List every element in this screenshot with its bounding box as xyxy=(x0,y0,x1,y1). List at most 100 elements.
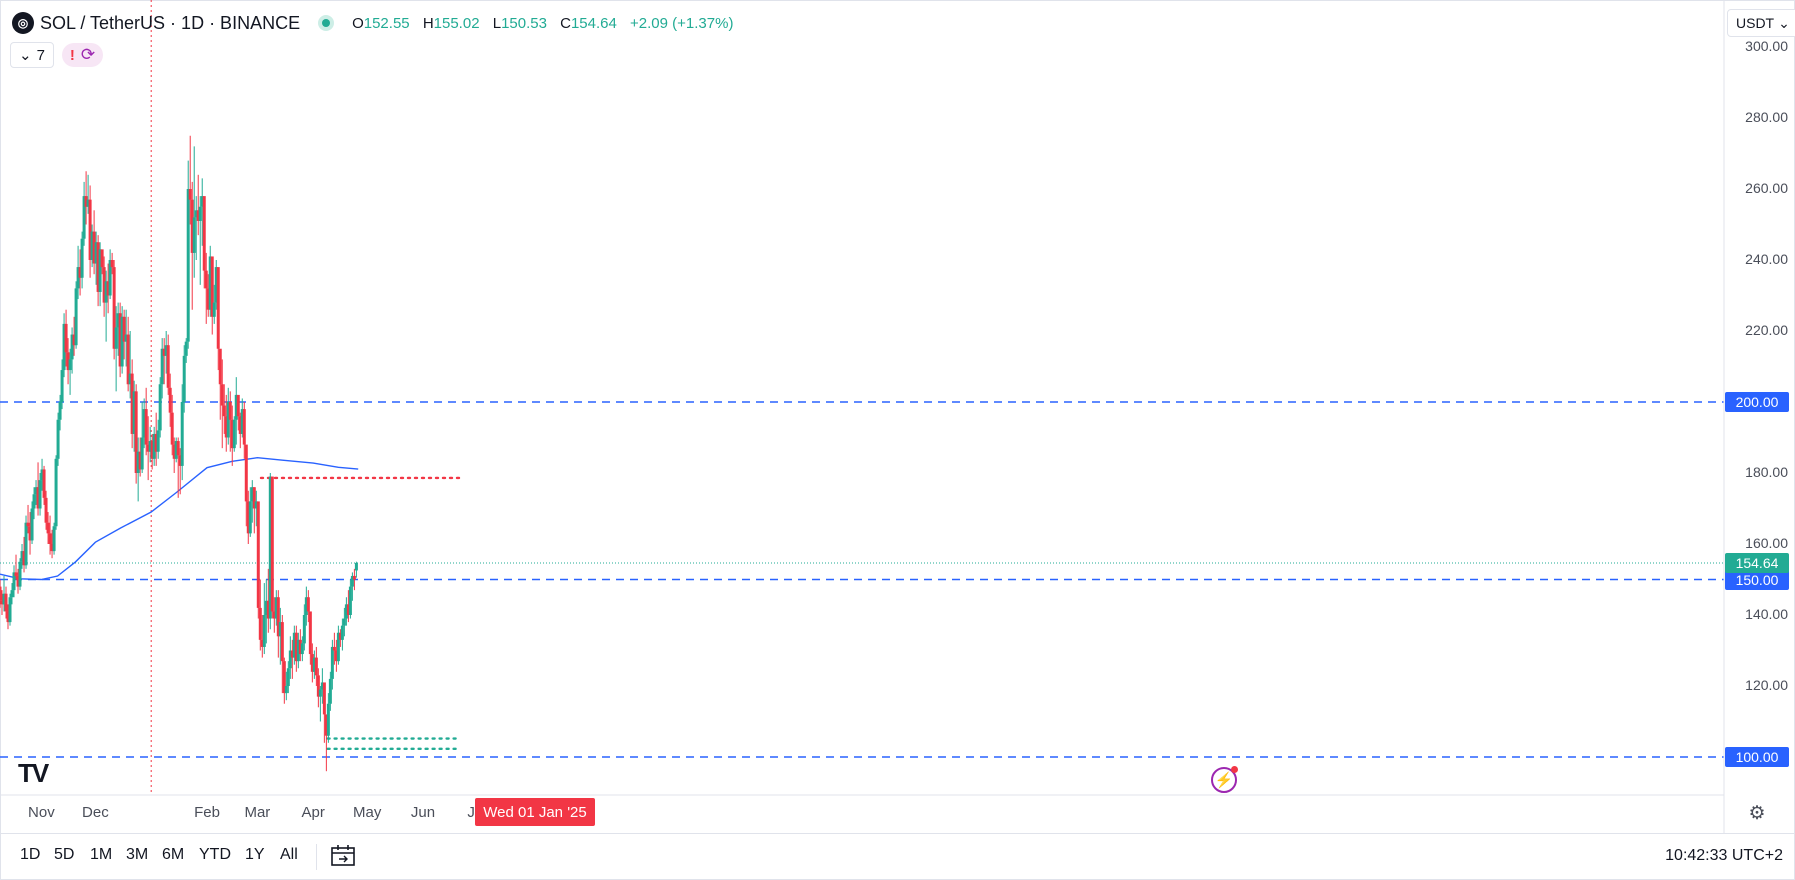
candle xyxy=(24,515,28,569)
range-button-6m[interactable]: 6M xyxy=(162,846,185,863)
candle-body xyxy=(100,249,104,268)
candle xyxy=(250,480,254,523)
candle xyxy=(338,629,342,647)
candle xyxy=(134,384,138,484)
candle-body xyxy=(68,359,72,371)
candle xyxy=(306,590,310,623)
candle xyxy=(102,256,106,317)
price-tick-label: 300.00 xyxy=(1745,38,1788,54)
candle xyxy=(198,196,202,285)
currency-label: USDT xyxy=(1736,15,1775,31)
candle-body xyxy=(316,675,320,697)
candle-body xyxy=(106,281,110,296)
candle xyxy=(352,568,356,591)
candle-body xyxy=(20,551,24,562)
tradingview-logo[interactable]: TV xyxy=(18,758,49,788)
candle xyxy=(186,160,190,349)
candle xyxy=(230,405,234,466)
candle xyxy=(72,316,76,356)
candle-body xyxy=(140,437,144,470)
price-tick-label: 260.00 xyxy=(1745,180,1788,196)
candle-body xyxy=(212,302,216,317)
range-button-1m[interactable]: 1M xyxy=(90,846,113,863)
range-button-1d[interactable]: 1D xyxy=(20,846,41,863)
candle xyxy=(240,398,244,438)
candle-body xyxy=(16,575,20,587)
candle xyxy=(6,604,10,630)
clock[interactable]: 10:42:33 UTC+2 xyxy=(1665,847,1783,864)
candle xyxy=(342,607,346,637)
candle xyxy=(308,611,312,665)
indicators-toggle-button[interactable]: ⌄ 7 xyxy=(10,42,54,68)
candle-body xyxy=(210,256,214,317)
candle xyxy=(40,458,44,491)
range-button-3m[interactable]: 3M xyxy=(126,846,149,863)
gear-icon[interactable]: ⚙ xyxy=(1748,802,1766,824)
candle xyxy=(112,260,116,360)
currency-selector[interactable]: USDT ⌄ xyxy=(1727,9,1795,37)
candle xyxy=(82,181,86,246)
ohlc-values: O152.55 H155.02 L150.53 C154.64 +2.09 (+… xyxy=(352,14,734,32)
candle-body xyxy=(64,323,68,353)
candle-body xyxy=(42,469,46,498)
candle xyxy=(22,536,26,573)
candle xyxy=(320,668,324,704)
candle-body xyxy=(300,643,304,655)
candle-body xyxy=(288,650,292,669)
candle xyxy=(286,661,290,694)
candle-body xyxy=(118,313,122,367)
candle xyxy=(264,579,268,644)
range-button-1y[interactable]: 1Y xyxy=(245,846,265,863)
candle-body xyxy=(184,341,188,356)
candle xyxy=(154,412,158,466)
candle-body xyxy=(98,249,102,292)
alert-status-pill[interactable]: ! ⟳ xyxy=(61,43,104,67)
candle xyxy=(96,235,100,307)
candle-body xyxy=(54,458,58,527)
candle-body xyxy=(282,661,286,694)
candle-body xyxy=(84,196,88,207)
candle-body xyxy=(142,409,146,438)
candle-body xyxy=(276,597,280,637)
candle-body xyxy=(88,199,92,260)
candle xyxy=(56,412,60,466)
candle xyxy=(208,245,212,317)
candle-body xyxy=(92,231,96,264)
range-button-5d[interactable]: 5D xyxy=(54,846,75,863)
candle xyxy=(324,714,328,772)
candle-body xyxy=(176,441,180,456)
candle-body xyxy=(48,533,52,544)
range-button-all[interactable]: All xyxy=(280,846,298,863)
candle xyxy=(144,387,148,456)
candle-body xyxy=(244,444,248,502)
candle-body xyxy=(182,355,186,402)
symbol-title[interactable]: SOL / TetherUS · 1D · BINANCE xyxy=(40,12,301,33)
candle-body xyxy=(234,394,238,420)
candle xyxy=(90,224,94,268)
candle xyxy=(88,185,92,278)
candle-body xyxy=(10,590,14,598)
calendar-icon[interactable] xyxy=(330,844,356,868)
price-tick-label: 160.00 xyxy=(1745,535,1788,551)
candle-body xyxy=(26,522,30,527)
candle xyxy=(202,196,206,289)
candle-body xyxy=(254,501,258,509)
candle xyxy=(60,359,64,410)
lightning-icon[interactable]: ⚡ xyxy=(1211,766,1238,793)
level-price-tag: 200.00 xyxy=(1725,392,1789,412)
candle-body xyxy=(190,199,194,253)
candle xyxy=(152,426,156,466)
candle xyxy=(258,579,262,651)
candle-body xyxy=(60,370,64,402)
range-button-ytd[interactable]: YTD xyxy=(199,846,231,863)
candle xyxy=(32,487,36,520)
toolbar-divider xyxy=(316,844,317,870)
candle xyxy=(268,473,272,630)
ma-line xyxy=(0,456,359,581)
candle-body xyxy=(6,611,10,623)
candle xyxy=(158,377,162,438)
candles xyxy=(0,135,358,772)
candle-body xyxy=(194,210,198,218)
candle-body xyxy=(218,348,222,385)
